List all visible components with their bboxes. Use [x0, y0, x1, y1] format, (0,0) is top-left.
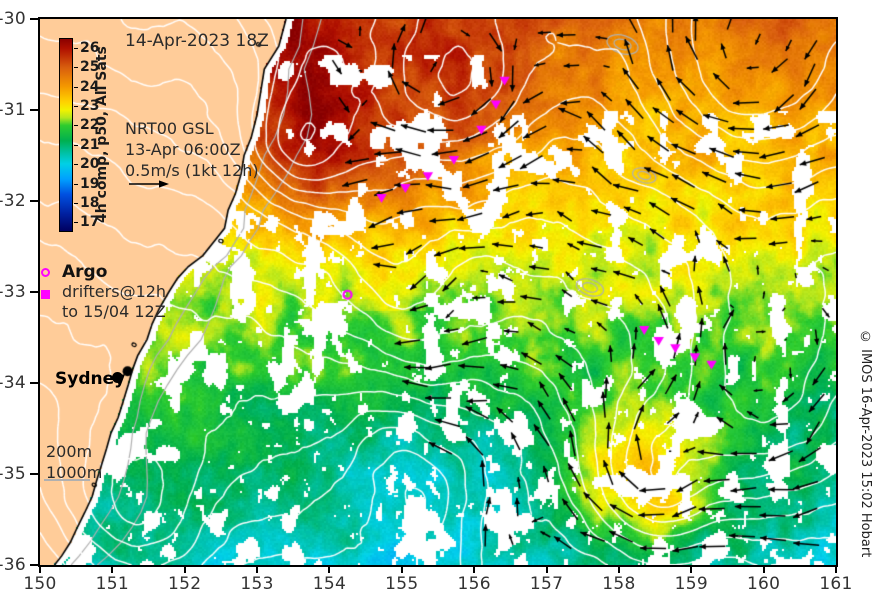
x-tick [473, 565, 476, 573]
colorbar-tick-label-21: 21 [80, 136, 100, 153]
y-tick [30, 564, 38, 566]
bathy-200m-label: 200m [46, 442, 93, 461]
colorbar-tick-label-25: 25 [80, 59, 100, 76]
sst-heatmap-canvas[interactable] [40, 19, 836, 565]
date-stamp: 14-Apr-2023 18Z [125, 31, 269, 51]
city-marker-sydney [112, 372, 123, 383]
colorbar-tick [74, 202, 78, 204]
y-tick-label--30: -30 [0, 9, 26, 29]
y-tick [30, 291, 38, 293]
drifter-marker-icon [41, 290, 50, 299]
colorbar-tick-label-18: 18 [80, 194, 100, 211]
x-tick [617, 565, 620, 573]
colorbar-tick-label-17: 17 [80, 214, 100, 231]
argo-legend-title: Argo [62, 262, 108, 282]
colorbar-tick-label-26: 26 [80, 39, 100, 56]
source-time-line: 13-Apr 06:00Z [125, 140, 241, 159]
colorbar-tick [74, 67, 78, 69]
x-tick [328, 565, 331, 573]
y-tick [30, 473, 38, 475]
x-tick [111, 565, 114, 573]
bathymetry-contour-sample [44, 479, 90, 481]
y-tick-label--36: -36 [0, 555, 26, 575]
argo-marker-icon [41, 268, 50, 277]
x-tick-label-157: 157 [529, 574, 564, 594]
x-tick [690, 565, 693, 573]
x-tick-label-156: 156 [457, 574, 491, 594]
colorbar-tick [74, 144, 78, 146]
x-tick-label-152: 152 [168, 574, 202, 594]
colorbar-tick [74, 125, 78, 127]
copyright-notice: © IMOS 16-Apr-2023 15:02 Hobart [858, 330, 873, 558]
y-tick [30, 18, 38, 20]
colorbar-tick [74, 164, 78, 166]
colorbar-tick-label-22: 22 [80, 117, 100, 134]
y-tick-label--35: -35 [0, 464, 26, 484]
x-tick [183, 565, 186, 573]
x-tick-label-160: 160 [746, 574, 781, 594]
y-tick [30, 200, 38, 202]
colorbar-tick [74, 105, 78, 107]
x-tick [256, 565, 259, 573]
x-tick [545, 565, 548, 573]
y-tick-label--34: -34 [0, 373, 26, 393]
source-info-block: NRT00 GSL 13-Apr 06:00Z 0.5m/s (1kt 12h) [125, 118, 259, 181]
colorbar-tick [74, 222, 78, 224]
y-tick [30, 109, 38, 111]
x-tick-label-159: 159 [674, 574, 708, 594]
colorbar-tick [74, 86, 78, 88]
colorbar-tick-label-24: 24 [80, 78, 100, 95]
x-tick-label-154: 154 [312, 574, 347, 594]
colorbar-tick-label-19: 19 [80, 175, 100, 192]
y-tick [30, 382, 38, 384]
source-velocity-scale-line: 0.5m/s (1kt 12h) [125, 161, 259, 180]
colorbar-title: 4h comp, p50, All Sats [94, 46, 110, 224]
x-tick [835, 565, 837, 573]
x-tick-label-161: 161 [819, 574, 853, 594]
drifter-legend-enddate: to 15/04 12Z [62, 302, 166, 321]
map-plot-area[interactable] [38, 17, 838, 567]
x-tick-label-150: 150 [23, 574, 57, 594]
bathy-1000m-label: 1000m [46, 463, 103, 482]
colorbar-tick-label-23: 23 [80, 97, 100, 114]
x-tick-label-153: 153 [240, 574, 274, 594]
source-product-line: NRT00 GSL [125, 119, 214, 138]
y-tick-label--31: -31 [0, 100, 26, 120]
x-tick [762, 565, 765, 573]
argo-legend-block: Argo drifters@12h to 15/04 12Z [62, 262, 166, 322]
colorbar-tick [74, 47, 78, 49]
drifter-legend-line: drifters@12h [62, 282, 167, 301]
colorbar-tick-label-20: 20 [80, 156, 100, 173]
x-tick-label-158: 158 [602, 574, 636, 594]
y-tick-label--33: -33 [0, 282, 26, 302]
colorbar [59, 38, 73, 232]
x-tick [39, 565, 41, 573]
x-tick [400, 565, 403, 573]
x-tick-label-151: 151 [95, 574, 130, 594]
x-tick-label-155: 155 [385, 574, 419, 594]
y-tick-label--32: -32 [0, 191, 26, 211]
velocity-scale-arrow-icon [129, 180, 169, 188]
colorbar-tick [74, 183, 78, 185]
city-label-sydney: Sydney [55, 369, 126, 389]
bathymetry-legend-block: 200m 1000m [46, 441, 102, 483]
